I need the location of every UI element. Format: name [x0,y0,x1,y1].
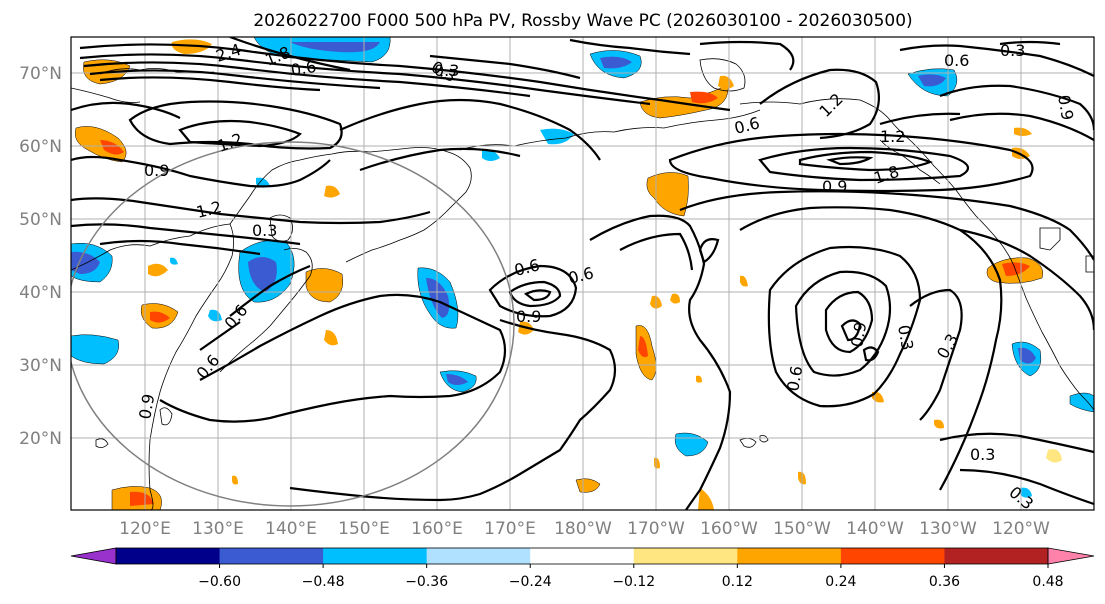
colorbar-segment [840,548,945,564]
colorbar-extend-high [1047,547,1095,565]
contour-label: 0.9 [847,320,870,348]
contour-label: 0.3 [894,323,917,351]
lon-label: 130°W [919,519,977,539]
lat-label: 30°N [19,356,62,376]
colorbar-border [115,547,1049,565]
colorbar-tick-label: 0.12 [722,574,753,590]
rossby-wave-region-outline [71,141,515,507]
colorbar-segment [116,548,221,564]
colorbar-ticks: −0.60 −0.48 −0.36 −0.24 −0.12 0.12 0.24 0.36 0.4… [198,564,1064,590]
colorbar-tick-label: −0.24 [509,574,552,590]
figure-title: 2026022700 F000 500 hPa PV, Rossby Wave … [253,11,912,31]
latitude-axis: 70°N 60°N 50°N 40°N 30°N 20°N [19,64,62,449]
lat-label: 40°N [19,283,62,303]
colorbar-segment [737,548,842,564]
lon-label: 180°W [554,519,612,539]
colorbar [70,547,1095,565]
contour-label: 0.3 [1000,41,1025,60]
contour-label: 0.6 [944,51,969,70]
lon-label: 130°E [192,519,244,539]
colorbar-segment [633,548,738,564]
colorbar-segment [426,548,531,564]
colorbar-tick-label: −0.36 [405,574,448,590]
colorbar-tick-label: 0.24 [825,574,856,590]
lon-label: 120°E [119,519,171,539]
contour-label: 0.6 [783,364,806,392]
contour-label: 0.3 [252,221,277,240]
lat-label: 60°N [19,137,62,157]
coastlines [71,58,1094,510]
lat-label: 20°N [19,429,62,449]
colorbar-segment [530,548,635,564]
lon-label: 140°E [265,519,317,539]
lat-label: 50°N [19,210,62,230]
lon-label: 160°W [700,519,758,539]
colorbar-tick-label: 0.48 [1032,574,1063,590]
colorbar-tick-label: 0.36 [929,574,960,590]
contour-label: 0.6 [289,57,317,80]
contour-label: 1.2 [880,127,905,146]
lon-label: 160°E [411,519,463,539]
contour-label: 0.9 [822,177,847,196]
colorbar-tick-label: −0.12 [612,574,655,590]
contour-label: 0.9 [144,161,169,180]
lon-label: 170°E [484,519,536,539]
lat-label: 70°N [19,64,62,84]
map-frame [70,36,1095,511]
longitude-axis: 120°E 130°E 140°E 150°E 160°E 170°E 180°… [119,519,1050,539]
colorbar-tick-label: −0.60 [198,574,241,590]
lon-label: 140°W [846,519,904,539]
lon-label: 150°E [338,519,390,539]
lon-label: 170°W [627,519,685,539]
contour-label: 0.3 [434,61,459,80]
lon-label: 120°W [992,519,1050,539]
contour-label: 0.9 [516,307,541,326]
contour-label: 0.9 [135,392,158,420]
contour-label: 0.3 [970,445,995,464]
colorbar-segment [323,548,428,564]
pv-contours [71,37,1094,510]
colorbar-segment [944,548,1049,564]
contour-label: 0.9 [1054,93,1077,121]
colorbar-tick-label: −0.48 [302,574,345,590]
lon-label: 150°W [773,519,831,539]
colorbar-segment [219,548,324,564]
colorbar-extend-low [70,547,117,565]
